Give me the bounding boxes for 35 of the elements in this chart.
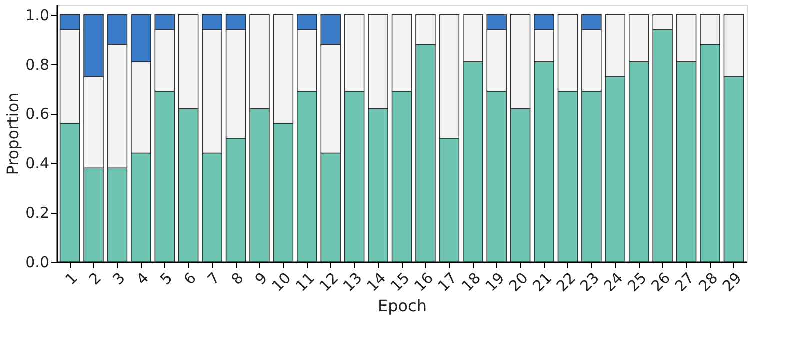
x-tick-label: 8 [228,269,248,289]
x-tick-label: 6 [180,269,200,289]
x-tick-label: 28 [695,269,722,296]
x-tick-label: 26 [648,269,674,296]
y-tick-label: 0.0 [26,254,50,272]
x-axis-title: Epoch [378,296,427,316]
x-tick-label: 27 [672,269,698,296]
x-tick-label: 13 [340,269,366,296]
y-tick-label: 0.4 [26,154,50,173]
x-tick-label: 19 [482,269,508,296]
x-tick-label: 5 [156,269,176,289]
x-tick-label: 14 [363,269,390,296]
x-tick-label: 16 [410,269,438,296]
x-tick-label: 21 [529,269,556,296]
x-tick-label: 9 [252,269,272,289]
x-tick-label: 25 [624,269,650,296]
x-tick-label: 11 [292,269,318,296]
x-tick-label: 1 [62,269,82,289]
x-tick-label: 10 [268,269,295,296]
x-tick-label: 12 [316,269,342,296]
x-tick-label: 17 [434,269,461,296]
y-tick-label: 0.2 [26,204,50,222]
x-tick-label: 4 [133,269,152,289]
y-tick-label: 0.6 [26,105,50,124]
x-tick-label: 22 [553,269,580,296]
x-tick-label: 29 [719,269,746,296]
x-tick-label: 20 [506,269,532,296]
y-tick-label: 0.8 [26,56,50,74]
x-tick-label: 2 [86,269,106,289]
x-tick-label: 7 [204,269,224,289]
x-tick-label: 18 [458,269,484,296]
x-tick-label: 3 [109,269,129,289]
x-tick-label: 15 [387,269,414,296]
y-tick-label: 1.0 [26,6,50,24]
y-axis-title: Proportion [4,92,23,176]
